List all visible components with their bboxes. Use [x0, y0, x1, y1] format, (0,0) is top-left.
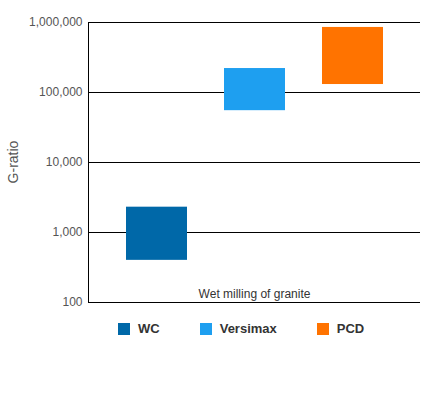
html-text:Versimax: Versimax: [219, 321, 277, 336]
svg-text:G-ratio: G-ratio: [5, 140, 21, 183]
html-text:WC: WC: [138, 321, 160, 336]
svg-text:100: 100: [62, 295, 82, 309]
html-text:PCD: PCD: [336, 321, 365, 336]
svg-text:1,000: 1,000: [52, 225, 82, 239]
svg-text:1,000,000: 1,000,000: [29, 15, 83, 29]
svg-text:Wet milling of granite: Wet milling of granite: [199, 287, 311, 301]
svg-text:10,000: 10,000: [46, 155, 83, 169]
svg-text:100,000: 100,000: [39, 85, 83, 99]
